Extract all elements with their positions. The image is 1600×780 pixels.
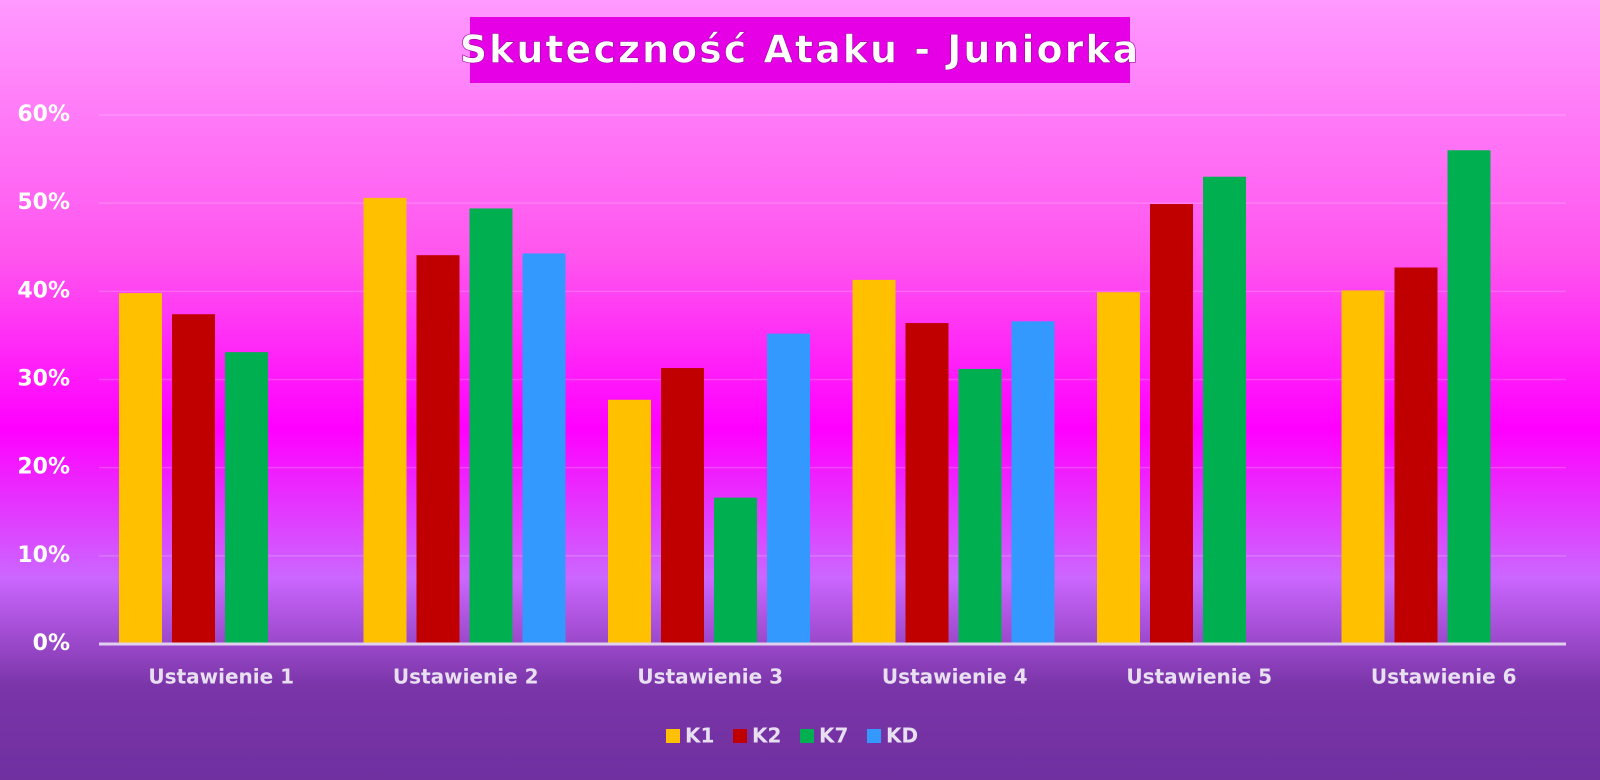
bar — [225, 352, 268, 644]
bar — [1011, 321, 1055, 644]
legend-swatch — [666, 729, 680, 743]
legend-label: KD — [886, 724, 918, 748]
legend-swatch — [800, 729, 814, 743]
legend-swatch — [867, 729, 881, 743]
bar — [1341, 290, 1385, 644]
y-tick-label: 10% — [17, 543, 70, 568]
bar — [1447, 150, 1491, 644]
bar — [608, 399, 651, 644]
bar — [714, 497, 757, 644]
bar — [522, 253, 566, 644]
legend-label: K7 — [819, 724, 848, 748]
x-tick-label: Ustawienie 1 — [148, 665, 294, 689]
legend-swatch — [733, 729, 747, 743]
x-tick-label: Ustawienie 3 — [637, 665, 783, 689]
x-tick-label: Ustawienie 6 — [1371, 665, 1517, 689]
bar — [767, 333, 810, 644]
bar — [1203, 176, 1246, 644]
legend-label: K2 — [752, 724, 781, 748]
chart-title: Skuteczność Ataku - Juniorka — [460, 28, 1141, 72]
x-tick-label: Ustawienie 2 — [393, 665, 539, 689]
bar — [1394, 267, 1438, 644]
bar — [1150, 204, 1193, 644]
y-tick-label: 20% — [17, 455, 70, 480]
bar — [958, 368, 1002, 644]
y-tick-label: 40% — [17, 278, 70, 303]
title-box — [470, 17, 1130, 83]
bar — [363, 197, 407, 645]
bar — [852, 279, 896, 644]
bar — [416, 255, 460, 644]
legend-label: K1 — [685, 724, 714, 748]
y-tick-label: 60% — [17, 102, 70, 127]
bar — [469, 208, 513, 644]
x-tick-label: Ustawienie 5 — [1126, 665, 1272, 689]
x-tick-label: Ustawienie 4 — [882, 665, 1028, 689]
y-tick-label: 0% — [33, 631, 70, 656]
y-tick-label: 50% — [17, 190, 70, 215]
bar — [905, 323, 949, 644]
bar — [119, 293, 162, 644]
bar — [661, 368, 704, 644]
y-tick-label: 30% — [17, 367, 70, 392]
bar — [1097, 292, 1140, 644]
bar — [172, 314, 215, 644]
